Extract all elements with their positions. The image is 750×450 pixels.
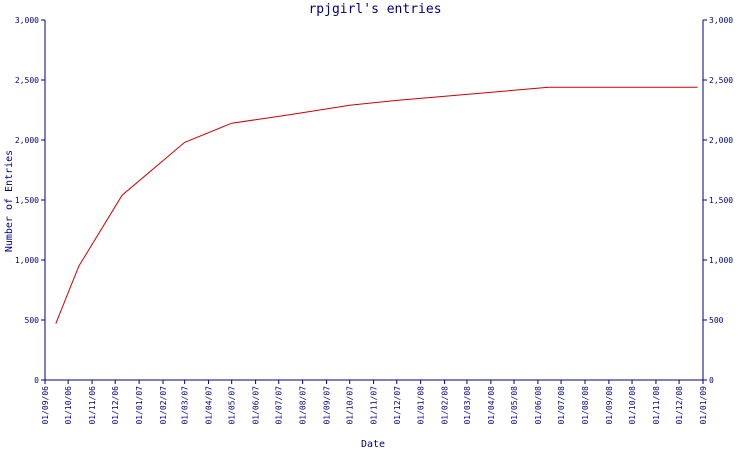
x-tick-label: 01/08/08 — [581, 386, 590, 425]
x-tick-label: 01/02/08 — [441, 386, 450, 425]
x-tick-label: 01/09/06 — [41, 386, 50, 425]
x-tick-label: 01/08/07 — [299, 386, 308, 425]
x-tick-label: 01/05/08 — [510, 386, 519, 425]
y-tick-label-left: 3,000 — [15, 16, 39, 25]
x-tick-label: 01/01/09 — [699, 386, 708, 425]
chart-title: rpjgirl's entries — [308, 2, 441, 17]
x-tick-label: 01/11/06 — [88, 386, 97, 425]
x-tick-label: 01/01/07 — [135, 386, 144, 425]
x-tick-label: 01/12/06 — [111, 386, 120, 425]
y-tick-label-left: 0 — [34, 376, 39, 385]
x-tick-label: 01/05/07 — [228, 386, 237, 425]
y-axis-label: Number of Entries — [4, 150, 15, 252]
x-tick-label: 01/09/08 — [605, 386, 614, 425]
x-tick-label: 01/10/07 — [346, 386, 355, 425]
y-tick-label-left: 500 — [25, 316, 40, 325]
y-tick-label-left: 1,500 — [15, 196, 39, 205]
y-tick-label-right: 1,000 — [709, 256, 733, 265]
y-tick-label-right: 2,000 — [709, 136, 733, 145]
x-tick-label: 01/12/08 — [675, 386, 684, 425]
x-tick-label: 01/09/07 — [323, 386, 332, 425]
x-tick-label: 01/02/07 — [159, 386, 168, 425]
x-axis-label: Date — [361, 439, 385, 450]
x-tick-label: 01/07/07 — [275, 386, 284, 425]
x-tick-label: 01/11/07 — [370, 386, 379, 425]
y-tick-label-right: 2,500 — [709, 76, 733, 85]
x-tick-label: 01/07/08 — [557, 386, 566, 425]
y-tick-label-right: 0 — [709, 376, 714, 385]
x-tick-label: 01/10/06 — [64, 386, 73, 425]
y-tick-label-left: 2,500 — [15, 76, 39, 85]
x-tick-label: 01/12/07 — [393, 386, 402, 425]
plot-area: 0 0 500 500 1,000 1,000 1,500 1,500 2,000 2,000 2,… — [15, 16, 733, 425]
series-line — [55, 86, 698, 324]
y-tick-label-left: 2,000 — [15, 136, 39, 145]
x-tick-label: 01/11/08 — [652, 386, 661, 425]
x-tick-label: 01/03/08 — [463, 386, 472, 425]
y-tick-label-right: 1,500 — [709, 196, 733, 205]
x-tick-label: 01/04/07 — [205, 386, 214, 425]
y-tick-label-right: 500 — [709, 316, 724, 325]
x-tick-label: 01/04/08 — [487, 386, 496, 425]
x-tick-label: 01/01/08 — [417, 386, 426, 425]
y-tick-label-left: 1,000 — [15, 256, 39, 265]
x-tick-label: 01/06/07 — [252, 386, 261, 425]
x-tick-label: 01/06/08 — [534, 386, 543, 425]
y-tick-label-right: 3,000 — [709, 16, 733, 25]
x-tick-label: 01/10/08 — [628, 386, 637, 425]
x-tick-label: 01/03/07 — [181, 386, 190, 425]
